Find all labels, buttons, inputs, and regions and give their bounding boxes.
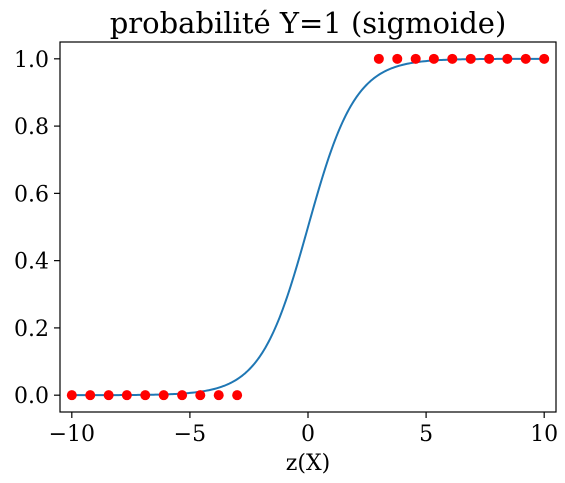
data-point (465, 53, 476, 64)
x-tick-label: 5 (419, 422, 433, 447)
x-tick-label: −10 (49, 422, 95, 447)
data-point (539, 53, 550, 64)
y-tick-label: 0.0 (14, 384, 49, 409)
data-point (140, 390, 151, 401)
data-point (410, 53, 421, 64)
data-point (484, 53, 495, 64)
data-point (520, 53, 531, 64)
x-tick-label: 10 (530, 422, 558, 447)
y-tick-label: 0.2 (14, 317, 49, 342)
data-point (66, 390, 77, 401)
data-point (392, 53, 403, 64)
y-tick-label: 0.6 (14, 182, 49, 207)
data-point (177, 390, 188, 401)
y-tick-label: 0.4 (14, 250, 49, 275)
data-point (213, 390, 224, 401)
x-tick-label: −5 (174, 422, 206, 447)
sigmoid-curve (71, 57, 545, 397)
x-tick-label: 0 (301, 422, 315, 447)
data-point (428, 53, 439, 64)
data-point (158, 390, 169, 401)
data-point (85, 390, 96, 401)
y-tick-label: 1.0 (14, 48, 49, 73)
data-point (195, 390, 206, 401)
data-point (373, 53, 384, 64)
data-point (502, 53, 513, 64)
data-point (103, 390, 114, 401)
data-point (232, 390, 243, 401)
data-point (447, 53, 458, 64)
chart-title: probabilité Y=1 (sigmoide) (110, 6, 507, 40)
y-tick-label: 0.8 (14, 115, 49, 140)
x-axis-label: z(X) (286, 451, 330, 476)
data-point (121, 390, 132, 401)
